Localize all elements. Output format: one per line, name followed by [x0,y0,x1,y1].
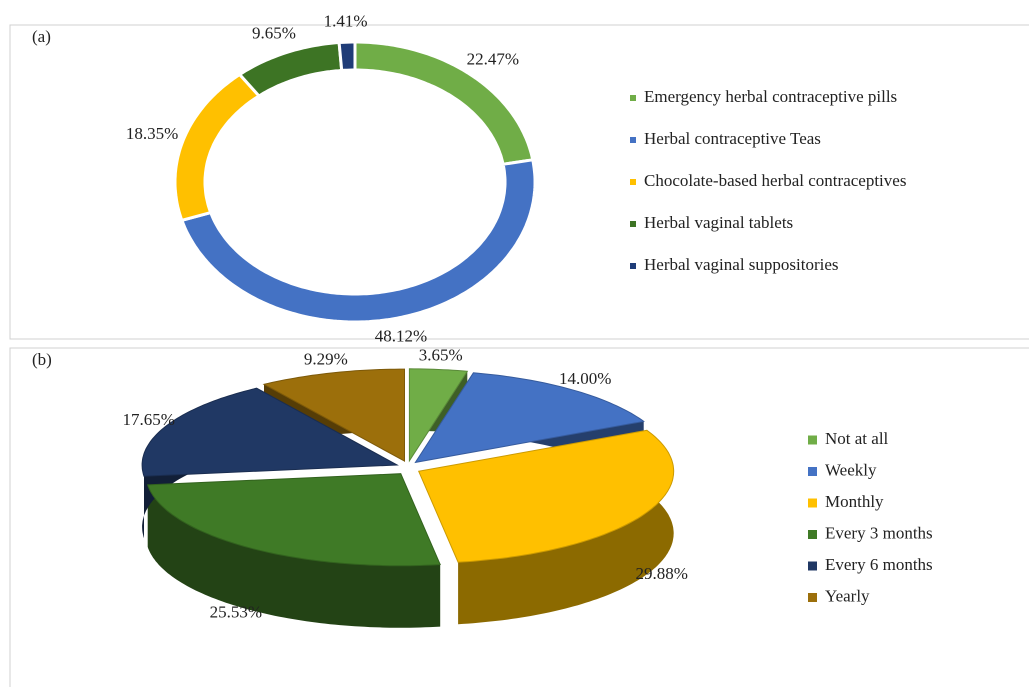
legend-swatch [808,435,817,445]
legend-swatch [630,137,636,143]
legend-label: Monthly [825,492,884,511]
data-label: 3.65% [419,345,463,364]
data-label: 18.35% [126,124,178,143]
data-label: 29.88% [636,564,688,583]
legend-label: Herbal contraceptive Teas [644,129,821,148]
legend-swatch [808,593,817,602]
pie-slice [414,372,645,464]
data-label: 9.29% [304,349,348,368]
data-label: 1.41% [324,11,368,30]
legend-label: Yearly [825,586,870,605]
data-label: 22.47% [467,49,519,68]
panel-b [9,347,1029,687]
pie-side [147,484,441,628]
data-label: 17.65% [122,410,174,429]
pie-slice [417,429,675,563]
legend-swatch [630,221,636,227]
pie-slice [262,368,405,462]
legend-swatch [808,530,817,539]
legend-swatch [808,561,817,571]
panel-label: (b) [32,350,52,369]
pie-side [458,430,674,625]
data-label: 48.12% [375,327,427,346]
legend-label: Chocolate-based herbal contraceptives [644,171,906,190]
data-label: 14.00% [559,369,611,388]
data-label: 25.53% [210,602,262,621]
panel-a [9,24,1029,340]
pie-slice [408,368,469,463]
pie-slice [141,387,399,477]
legend-label: Herbal vaginal suppositories [644,255,839,274]
legend-label: Weekly [825,460,877,479]
legend-label: Every 3 months [825,523,933,542]
donut-segment [337,40,357,72]
donut-segment [173,72,262,223]
pie-slice [147,473,441,567]
legend-swatch [808,498,817,508]
legend-label: Every 6 months [825,555,933,574]
legend-swatch [630,95,636,101]
legend-label: Not at all [825,429,889,448]
data-label: 9.65% [252,23,296,42]
legend-swatch [630,179,636,185]
legend-label: Emergency herbal contraceptive pills [644,87,897,106]
panel-label: (a) [32,27,51,46]
donut-segment [179,158,537,324]
legend-swatch [630,263,636,269]
legend-label: Herbal vaginal tablets [644,213,793,232]
legend-swatch [808,467,817,476]
donut-segment [237,40,344,98]
